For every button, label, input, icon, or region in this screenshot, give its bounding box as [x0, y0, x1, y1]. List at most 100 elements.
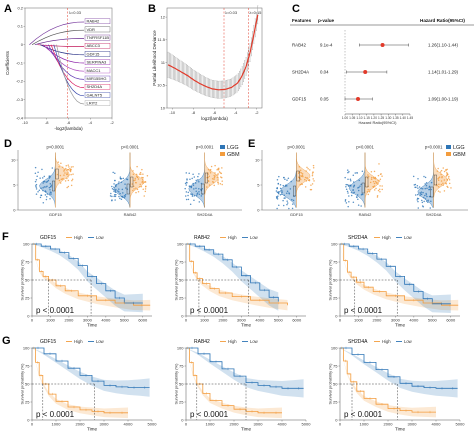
legend-label-lgg: LGG	[227, 145, 239, 151]
km-p-value: p < 0.0001	[344, 306, 383, 315]
y-tick-label: 11	[161, 60, 166, 65]
gbm-point	[311, 173, 314, 175]
y-axis-title: Survival probability (%)	[20, 259, 25, 301]
x-tick-label: 2000	[230, 422, 240, 427]
gbm-point	[221, 183, 223, 186]
lgg-point	[282, 199, 284, 202]
lgg-point	[352, 174, 355, 177]
gbm-point	[373, 185, 376, 187]
lgg-point	[119, 177, 122, 180]
x-tick-label: 3000	[254, 422, 264, 427]
gbm-point	[373, 189, 376, 191]
lgg-point	[291, 207, 294, 210]
y-tick-label: 50	[179, 277, 184, 282]
gbm-point	[311, 183, 314, 185]
x-tick-label: 3000	[100, 422, 110, 427]
gbm-point	[306, 177, 309, 179]
gbm-point	[207, 168, 210, 171]
legend-high: High	[382, 339, 391, 344]
lgg-point	[185, 198, 188, 201]
lgg-point	[35, 183, 38, 186]
lgg-point	[347, 192, 349, 194]
p-value-label: p<0.0001	[47, 145, 65, 150]
lgg-point	[111, 195, 113, 198]
lgg-point	[192, 184, 195, 186]
y-tick-label: 25	[333, 399, 338, 404]
lgg-point	[426, 195, 428, 198]
lgg-point	[282, 184, 285, 187]
gbm-point	[369, 189, 371, 191]
lgg-point	[348, 195, 350, 197]
x-tick-label: 1.00	[342, 116, 348, 120]
lgg-point	[113, 194, 116, 196]
violin-gbm	[364, 152, 380, 208]
gbm-point	[135, 181, 137, 184]
lgg-point	[350, 194, 353, 197]
gbm-point	[442, 184, 444, 186]
y-tick-label: 0.2	[17, 5, 23, 10]
confidence-band-high	[340, 348, 436, 418]
y-axis-title: Survival probability (%)	[174, 259, 179, 301]
lgg-point	[276, 207, 278, 210]
gbm-point	[301, 174, 304, 177]
x-tick-label: 0	[31, 422, 34, 427]
gbm-point	[209, 168, 212, 171]
y-tick-label: 12	[161, 14, 166, 19]
y-tick-label: -0.2	[16, 79, 24, 84]
x-tick-label: 0	[339, 422, 342, 427]
lgg-point	[287, 177, 290, 180]
lgg-point	[352, 201, 355, 204]
gbm-point	[312, 167, 315, 169]
km-curve-high	[186, 347, 282, 414]
lgg-point	[420, 191, 423, 193]
gbm-point	[215, 174, 217, 176]
gbm-point	[135, 191, 137, 194]
gbm-point	[138, 173, 141, 175]
gbm-point	[214, 164, 216, 167]
gbm-point	[305, 170, 307, 172]
gbm-point	[379, 185, 381, 187]
gbm-point	[216, 176, 219, 179]
legend-low: Low	[250, 339, 259, 344]
lgg-point	[425, 184, 428, 187]
gbm-point	[376, 196, 379, 198]
x-tick-label: 0	[339, 318, 342, 323]
gbm-point	[439, 171, 442, 173]
coefficient-path	[42, 44, 85, 64]
box-lgg	[126, 183, 130, 195]
gbm-point	[213, 174, 215, 177]
panel-b-cross-validation: B -10 -8 -6 -4 -2 10 10.5 11 11.5 12 log2(lambda) Pa…	[148, 3, 263, 121]
gene-label-box	[84, 67, 111, 74]
lgg-point	[191, 177, 193, 180]
gene-label-box	[84, 83, 111, 90]
gbm-point	[56, 173, 59, 176]
gbm-point	[70, 166, 73, 168]
km-p-value: p < 0.0001	[36, 306, 75, 315]
y-tick-label: 75	[179, 259, 184, 264]
legend-label-gbm: GBM	[453, 152, 466, 158]
gbm-point	[58, 179, 61, 182]
lgg-point	[115, 188, 117, 191]
lgg-point	[114, 179, 116, 182]
gbm-point	[373, 182, 376, 185]
lgg-point	[118, 195, 120, 198]
lgg-point	[46, 193, 49, 195]
lgg-point	[192, 173, 194, 176]
lgg-point	[37, 190, 39, 193]
x-tick-label: -6	[67, 120, 71, 125]
p-value-label: p<0.0001	[356, 145, 374, 150]
gbm-point	[301, 172, 304, 175]
lgg-point	[195, 190, 197, 193]
lgg-point	[49, 193, 51, 195]
lgg-point	[414, 186, 416, 188]
gene-label: RAB42	[87, 19, 100, 24]
gbm-point	[305, 180, 308, 182]
gbm-point	[146, 174, 149, 177]
gbm-point	[61, 166, 64, 169]
gbm-point	[63, 170, 65, 172]
x-tick-label: 4000	[432, 422, 442, 427]
lgg-point	[187, 191, 190, 194]
lgg-point	[35, 179, 38, 181]
gbm-point	[134, 179, 136, 181]
